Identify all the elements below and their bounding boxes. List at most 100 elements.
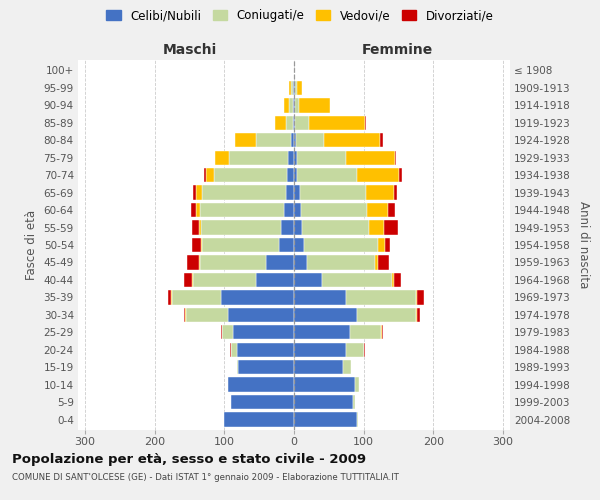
Bar (357, 168, 398, 182)
Bar (353, 395, 355, 409)
Bar (229, 150, 289, 165)
Bar (235, 133, 256, 148)
Bar (294, 273, 322, 287)
Bar (395, 150, 397, 165)
Bar (230, 342, 231, 357)
Bar (200, 203, 284, 217)
Bar (394, 186, 397, 200)
Y-axis label: Anni di nascita: Anni di nascita (577, 202, 590, 288)
Bar (416, 290, 418, 304)
Bar (295, 81, 297, 95)
Bar (256, 133, 290, 148)
Bar (199, 220, 202, 234)
Text: Femmine: Femmine (362, 42, 433, 56)
Bar (294, 256, 307, 270)
Bar (294, 412, 357, 426)
Bar (192, 238, 200, 252)
Bar (418, 290, 424, 304)
Bar (286, 186, 294, 200)
Bar (343, 360, 351, 374)
Bar (355, 378, 359, 392)
Bar (392, 273, 394, 287)
Bar (187, 256, 199, 270)
Bar (202, 220, 281, 234)
Bar (291, 81, 293, 95)
Bar (295, 116, 310, 130)
Bar (168, 290, 172, 304)
Bar (281, 220, 294, 234)
Bar (228, 378, 294, 392)
Bar (294, 81, 295, 95)
Bar (286, 116, 293, 130)
Bar (214, 168, 287, 182)
Bar (192, 273, 193, 287)
Bar (294, 186, 299, 200)
Bar (275, 116, 286, 130)
Bar (295, 98, 299, 112)
Bar (224, 412, 294, 426)
Text: COMUNE DI SANT'OLCESE (GE) - Dati ISTAT 1° gennaio 2009 - Elaborazione TUTTITALI: COMUNE DI SANT'OLCESE (GE) - Dati ISTAT … (12, 472, 399, 482)
Bar (204, 168, 206, 182)
Bar (266, 256, 294, 270)
Bar (293, 98, 294, 112)
Bar (304, 238, 377, 252)
Bar (256, 273, 294, 287)
Bar (322, 273, 392, 287)
Bar (364, 342, 365, 357)
Bar (215, 150, 229, 165)
Bar (202, 186, 286, 200)
Bar (186, 308, 228, 322)
Bar (294, 168, 298, 182)
Bar (375, 256, 379, 270)
Bar (184, 308, 185, 322)
Bar (388, 203, 395, 217)
Bar (294, 116, 295, 130)
Legend: Celibi/Nubili, Coniugati/e, Vedovi/e, Divorziati/e: Celibi/Nubili, Coniugati/e, Vedovi/e, Di… (103, 6, 497, 26)
Text: Popolazione per età, sesso e stato civile - 2009: Popolazione per età, sesso e stato civil… (12, 452, 366, 466)
Bar (172, 290, 221, 304)
Bar (294, 290, 346, 304)
Bar (196, 203, 200, 217)
Bar (297, 81, 302, 95)
Bar (199, 256, 200, 270)
Bar (294, 203, 301, 217)
Bar (293, 116, 294, 130)
Bar (294, 150, 298, 165)
Bar (196, 186, 202, 200)
Bar (324, 133, 380, 148)
Bar (191, 203, 196, 217)
Bar (365, 116, 367, 130)
Bar (357, 412, 358, 426)
Bar (206, 168, 214, 182)
Text: Maschi: Maschi (163, 42, 217, 56)
Bar (228, 308, 294, 322)
Bar (357, 308, 416, 322)
Bar (287, 168, 294, 182)
Bar (299, 98, 330, 112)
Bar (299, 186, 366, 200)
Bar (382, 325, 383, 340)
Bar (310, 116, 365, 130)
Bar (346, 342, 364, 357)
Bar (294, 325, 350, 340)
Bar (346, 150, 395, 165)
Bar (289, 150, 294, 165)
Bar (366, 186, 394, 200)
Bar (416, 308, 420, 322)
Bar (301, 203, 367, 217)
Bar (294, 133, 296, 148)
Bar (221, 290, 294, 304)
Bar (237, 342, 294, 357)
Bar (294, 238, 304, 252)
Bar (202, 238, 278, 252)
Bar (307, 256, 375, 270)
Bar (296, 133, 324, 148)
Bar (294, 360, 343, 374)
Bar (294, 378, 355, 392)
Bar (278, 238, 294, 252)
Bar (298, 168, 357, 182)
Bar (294, 395, 353, 409)
Bar (380, 133, 383, 148)
Bar (350, 325, 381, 340)
Bar (238, 360, 294, 374)
